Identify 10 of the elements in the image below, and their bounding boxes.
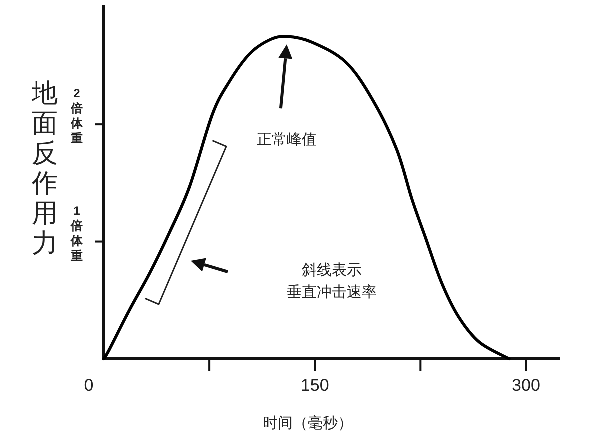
x-tick-label: 150 <box>300 376 330 395</box>
y-tick-label: 2 倍体重 <box>70 86 84 146</box>
x-axis-title: 时间（毫秒） <box>263 415 353 432</box>
y-axis-title: 地面反作用力 <box>31 78 58 258</box>
x-tick-label: 300 <box>512 376 540 395</box>
annotation: 垂直冲击速率 <box>287 284 377 301</box>
annotation: 正常峰值 <box>256 132 317 149</box>
y-tick-label: 1 倍体重 <box>70 204 84 263</box>
x-tick-label: 0 <box>84 376 94 395</box>
annotation: 斜线表示 <box>302 262 362 279</box>
